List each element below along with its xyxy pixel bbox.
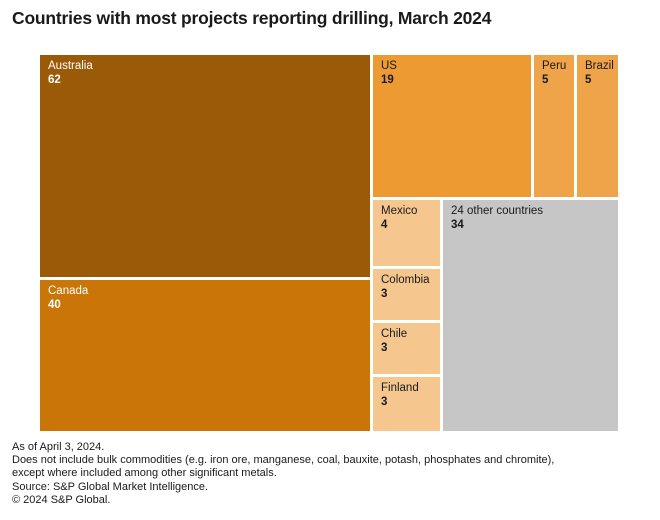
treemap-block-label: Finland	[381, 382, 419, 394]
treemap-block-label: Peru	[542, 60, 567, 72]
treemap-block-value: 62	[48, 73, 61, 86]
treemap-block-label: 24 other countries	[451, 205, 544, 217]
treemap-block-label: Mexico	[381, 205, 418, 217]
chart-title: Countries with most projects reporting d…	[12, 8, 492, 28]
treemap-block-label: Colombia	[381, 274, 430, 286]
treemap-block-value: 3	[381, 395, 388, 408]
footnote-exclusions-1: Does not include bulk commodities (e.g. …	[12, 454, 555, 467]
treemap-block-peru: Peru 5	[534, 55, 574, 197]
footnote-source: Source: S&P Global Market Intelligence.	[12, 480, 209, 493]
treemap-block-australia: Australia 62	[40, 55, 370, 277]
footnote-copyright: © 2024 S&P Global.	[12, 493, 111, 506]
treemap-block-value: 4	[381, 218, 388, 231]
chart-footnotes: As of April 3, 2024. Does not include bu…	[12, 441, 554, 507]
treemap-block-value: 40	[48, 298, 61, 311]
treemap-block-other-countries: 24 other countries 34	[443, 200, 618, 431]
treemap-block-us: US 19	[373, 55, 531, 197]
treemap-block-mexico: Mexico 4	[373, 200, 440, 266]
treemap-block-brazil: Brazil 5	[577, 55, 618, 197]
treemap-block-value: 34	[451, 218, 464, 231]
treemap-block-chile: Chile 3	[373, 323, 440, 374]
footnote-exclusions-2: except where included among other signif…	[12, 467, 277, 480]
treemap-block-value: 3	[381, 287, 388, 300]
treemap-block-label: US	[381, 60, 397, 72]
treemap: Australia 62 Canada 40 US 19 Peru 5 Brazil 5 Mexic…	[40, 55, 618, 431]
treemap-block-value: 3	[381, 341, 388, 354]
treemap-block-label: Canada	[48, 285, 89, 297]
treemap-block-label: Brazil	[585, 60, 614, 72]
footnote-as-of: As of April 3, 2024.	[12, 441, 105, 453]
treemap-block-label: Chile	[381, 328, 408, 340]
treemap-block-colombia: Colombia 3	[373, 269, 440, 320]
treemap-block-value: 5	[542, 73, 549, 86]
treemap-block-finland: Finland 3	[373, 377, 440, 431]
treemap-block-value: 19	[381, 73, 394, 86]
treemap-block-value: 5	[585, 73, 592, 86]
treemap-block-canada: Canada 40	[40, 280, 370, 431]
treemap-block-label: Australia	[48, 60, 93, 72]
